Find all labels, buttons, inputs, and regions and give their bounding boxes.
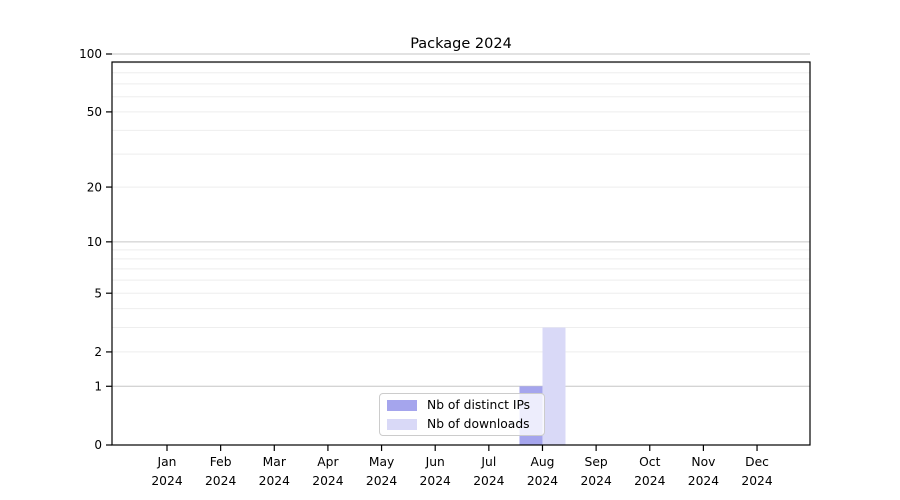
x-tick-label-year: 2024 xyxy=(205,474,236,488)
bar-downloads-aug xyxy=(542,327,566,445)
y-tick-label: 2 xyxy=(94,345,102,359)
y-tick-label: 5 xyxy=(94,286,102,300)
x-tick-label-month: Dec xyxy=(745,455,769,469)
legend-label-downloads: Nb of downloads xyxy=(427,417,530,431)
legend-label-distinct-ips: Nb of distinct IPs xyxy=(427,398,531,412)
x-tick-label-year: 2024 xyxy=(366,474,397,488)
x-tick-label-year: 2024 xyxy=(688,474,719,488)
x-tick-label-year: 2024 xyxy=(151,474,182,488)
x-tick-label-year: 2024 xyxy=(580,474,611,488)
plot-border xyxy=(111,61,811,446)
x-tick-label-month: Aug xyxy=(530,455,554,469)
x-tick-label-month: Feb xyxy=(210,455,232,469)
x-tick-label-month: Sep xyxy=(585,455,608,469)
x-tick-label-year: 2024 xyxy=(634,474,665,488)
y-tick-label: 50 xyxy=(87,105,102,119)
legend-item-downloads: Nb of downloads xyxy=(387,416,544,432)
legend: Nb of distinct IPs Nb of downloads xyxy=(379,393,545,436)
legend-item-distinct-ips: Nb of distinct IPs xyxy=(387,397,544,413)
x-tick-label-month: Jun xyxy=(425,455,445,469)
x-tick-label-month: Jan xyxy=(157,455,177,469)
y-tick-label: 0 xyxy=(94,438,102,452)
x-tick-label-month: May xyxy=(369,455,394,469)
x-tick-label-year: 2024 xyxy=(741,474,772,488)
x-tick-label-month: Mar xyxy=(263,455,287,469)
legend-swatch-distinct-ips xyxy=(387,399,417,411)
y-tick-label: 20 xyxy=(87,180,102,194)
chart-title: Package 2024 xyxy=(410,36,512,52)
y-tick-label: 1 xyxy=(94,379,102,393)
x-tick-label-year: 2024 xyxy=(420,474,451,488)
x-tick-label-year: 2024 xyxy=(527,474,558,488)
y-tick-label: 10 xyxy=(87,235,102,249)
x-tick-label-year: 2024 xyxy=(259,474,290,488)
x-tick-label-month: Jul xyxy=(480,455,496,469)
x-tick-label-month: Oct xyxy=(639,455,660,469)
legend-swatch-downloads xyxy=(387,418,417,430)
x-tick-label-month: Nov xyxy=(691,455,715,469)
x-tick-label-year: 2024 xyxy=(312,474,343,488)
x-tick-label-month: Apr xyxy=(317,455,339,469)
x-tick-label-year: 2024 xyxy=(473,474,504,488)
y-tick-label: 100 xyxy=(79,47,102,61)
